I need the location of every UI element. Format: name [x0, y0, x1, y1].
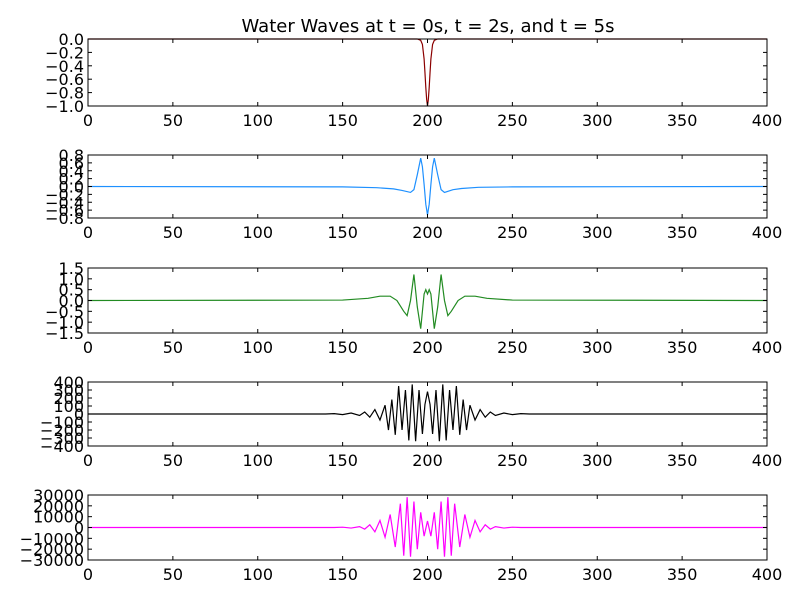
panel-4-y-tick-label: 100 — [53, 397, 84, 416]
panel-3-y-tick-label: −1.5 — [45, 324, 84, 343]
panel-3-x-tick-label: 0 — [83, 338, 93, 357]
panel-4-y-tick-label: 400 — [53, 373, 84, 392]
panel-3-y-tick-label: −0.5 — [45, 302, 84, 321]
panel-1-y-tick-label: −0.8 — [45, 84, 84, 103]
panel-5-y-tick-label: −30000 — [20, 551, 84, 570]
panel-1-x-tick-label: 250 — [497, 111, 528, 130]
panel-4-axes-frame — [87, 381, 768, 447]
panel-1-y-tick-label: −0.2 — [45, 43, 84, 62]
panel-2-y-tick-label: 0.8 — [59, 146, 84, 165]
panel-5-y-tick-label: 30000 — [33, 486, 84, 505]
panel-2-y-tick-label: −0.6 — [45, 201, 84, 220]
panel-2-y-tick-label: 0.6 — [59, 154, 84, 173]
panel-3-x-tick-label: 400 — [752, 338, 783, 357]
panel-4-x-tick-label: 200 — [412, 451, 443, 470]
panel-5-x-tick-label: 0 — [83, 565, 93, 584]
panel-2-y-tick-label: 0.2 — [59, 170, 84, 189]
panel-5-y-tick-label: 10000 — [33, 508, 84, 527]
panel-1-x-tick-label: 100 — [242, 111, 273, 130]
panel-4-x-tick-label: 0 — [83, 451, 93, 470]
panel-2-axes-frame — [87, 154, 768, 219]
panel-3-x-tick-label: 150 — [327, 338, 358, 357]
panel-3-y-tick-label: 1.5 — [59, 259, 84, 278]
panel-3-x-tick-label: 50 — [163, 338, 183, 357]
panel-3-x-tick-label: 350 — [667, 338, 698, 357]
panel-1-x-tick-label: 150 — [327, 111, 358, 130]
panel-3-y-tick-label: 1.0 — [59, 270, 84, 289]
panel-5-x-tick-label: 50 — [163, 565, 183, 584]
panel-3-y-tick-label: 0.0 — [59, 292, 84, 311]
panel-5-x-tick-label: 100 — [242, 565, 273, 584]
panel-3-x-tick-label: 300 — [582, 338, 613, 357]
panel-1-axes-frame — [87, 38, 768, 107]
panel-2-x-tick-label: 400 — [752, 223, 783, 242]
chart-title: Water Waves at t = 0s, t = 2s, and t = 5… — [242, 16, 615, 37]
panel-4-y-tick-label: −400 — [40, 437, 84, 456]
panel-5-y-tick-label: −20000 — [20, 540, 84, 559]
panel-5-y-tick-label: −10000 — [20, 529, 84, 548]
panel-5-x-tick-label: 400 — [752, 565, 783, 584]
panel-3-y-tick-label: −1.0 — [45, 313, 84, 332]
panel-2-x-tick-label: 0 — [83, 223, 93, 242]
panel-1-y-tick-label: −1.0 — [45, 97, 84, 116]
panel-2-x-tick-label: 150 — [327, 223, 358, 242]
panel-4-y-tick-label: −200 — [40, 421, 84, 440]
panel-1-x-tick-label: 200 — [412, 111, 443, 130]
panel-4-y-tick-label: −300 — [40, 429, 84, 448]
panel-5-x-tick-label: 150 — [327, 565, 358, 584]
panel-5-axes-frame — [87, 494, 768, 561]
panel-4: 0 50 100 150 200 250 300 350 400 −400−300−200−100… — [40, 373, 782, 470]
panel-4-x-tick-label: 400 — [752, 451, 783, 470]
panel-4-y-tick-label: 300 — [53, 381, 84, 400]
panel-4-y-tick-label: 0 — [74, 405, 84, 424]
panel-2-y-tick-label: 0.4 — [59, 162, 84, 181]
panel-3: 0 50 100 150 200 250 300 350 400 −1.5−1.0−0.50.00… — [45, 259, 782, 357]
panel-2-y-tick-label: −0.4 — [45, 193, 84, 212]
panel-1: 0 50 100 150 200 250 300 350 400 −1.0−0.8−0.6−0.4… — [45, 30, 782, 130]
panel-1-x-tick-label: 350 — [667, 111, 698, 130]
panel-1-y-tick-label: −0.6 — [45, 70, 84, 89]
panel-2-y-tick-label: 0.0 — [59, 178, 84, 197]
panel-2: 0 50 100 150 200 250 300 350 400 −0.8−0.6−0.4−0.2… — [45, 146, 782, 242]
panel-3-x-tick-label: 100 — [242, 338, 273, 357]
panel-1-x-tick-label: 0 — [83, 111, 93, 130]
panel-1-x-tick-label: 300 — [582, 111, 613, 130]
panel-1-y-tick-label: 0.0 — [59, 30, 84, 49]
panel-5-y-tick-label: 0 — [74, 519, 84, 538]
panel-2-x-tick-label: 100 — [242, 223, 273, 242]
panel-1-x-tick-label: 50 — [163, 111, 183, 130]
panel-4-y-tick-label: −100 — [40, 413, 84, 432]
panel-4-series-line — [88, 384, 767, 442]
panel-4-x-tick-label: 300 — [582, 451, 613, 470]
panel-2-y-tick-label: −0.2 — [45, 185, 84, 204]
panel-4-x-tick-label: 100 — [242, 451, 273, 470]
panel-5-x-tick-label: 300 — [582, 565, 613, 584]
panel-5-x-tick-label: 250 — [497, 565, 528, 584]
panel-5: 0 50 100 150 200 250 300 350 400 −30000−20000−100… — [20, 486, 783, 584]
panel-3-x-tick-label: 200 — [412, 338, 443, 357]
panel-5-y-tick-label: 20000 — [33, 497, 84, 516]
panel-3-x-tick-label: 250 — [497, 338, 528, 357]
panel-4-x-tick-label: 50 — [163, 451, 183, 470]
panel-4-x-tick-label: 150 — [327, 451, 358, 470]
panels: 0 50 100 150 200 250 300 350 400−1.0−0.8−0.6−0.4… — [20, 30, 783, 584]
panel-3-axes-frame — [87, 267, 768, 334]
panel-2-x-tick-label: 250 — [497, 223, 528, 242]
panel-4-x-tick-label: 350 — [667, 451, 698, 470]
panel-2-x-tick-label: 300 — [582, 223, 613, 242]
panel-5-x-tick-label: 350 — [667, 565, 698, 584]
panel-2-x-tick-label: 350 — [667, 223, 698, 242]
panel-5-x-tick-label: 200 — [412, 565, 443, 584]
panel-1-x-tick-label: 400 — [752, 111, 783, 130]
panel-2-x-tick-label: 200 — [412, 223, 443, 242]
panel-4-y-tick-label: 200 — [53, 389, 84, 408]
panel-1-y-tick-label: −0.4 — [45, 57, 84, 76]
panel-2-x-tick-label: 50 — [163, 223, 183, 242]
panel-2-y-tick-label: −0.8 — [45, 209, 84, 228]
panel-5-series-line — [88, 497, 767, 557]
panel-3-series-line — [87, 274, 768, 329]
panel-3-y-tick-label: 0.5 — [59, 281, 84, 300]
panel-4-x-tick-label: 250 — [497, 451, 528, 470]
